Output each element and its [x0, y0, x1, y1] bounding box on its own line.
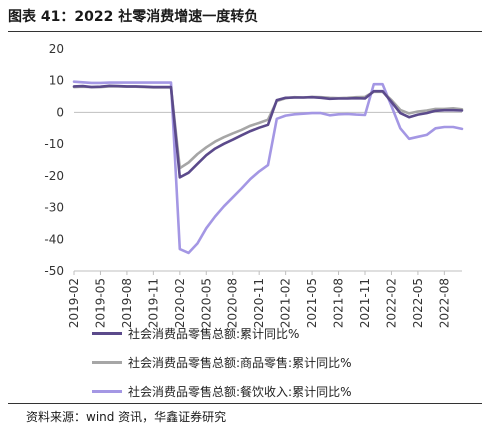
source-note: 资料来源：wind 资讯，华鑫证券研究 [26, 410, 227, 424]
x-tick-label: 2019-02 [67, 278, 81, 328]
chart-title: 图表 41：2022 社零消费增速一度转负 [8, 9, 259, 25]
legend-item-total: 社会消费品零售总额:累计同比% [92, 325, 299, 342]
x-tick-label: 2019-11 [146, 278, 160, 328]
x-tick-label: 2021-02 [279, 278, 293, 328]
legend-label-catering: 社会消费品零售总额:餐饮收入:累计同比% [128, 385, 352, 399]
x-tick-label: 2020-11 [252, 278, 266, 328]
series-line-1 [72, 85, 464, 170]
x-tick-label: 2021-08 [332, 278, 346, 328]
x-tick-label: 2021-05 [305, 278, 319, 328]
title-rule [8, 31, 482, 32]
legend-swatch-catering [92, 390, 122, 393]
x-tick-label: 2019-08 [120, 278, 134, 328]
x-tick-label: 2019-05 [93, 278, 107, 328]
y-tick-label: 20 [49, 42, 64, 56]
legend-item-catering: 社会消费品零售总额:餐饮收入:累计同比% [92, 383, 352, 400]
series-line-0 [72, 84, 464, 179]
x-tick-label: 2021-11 [358, 278, 372, 328]
y-tick-label: 0 [56, 105, 64, 119]
source-rule [8, 403, 482, 404]
x-tick-label: 2020-02 [173, 278, 187, 328]
x-tick-label: 2022-05 [411, 278, 425, 328]
legend-swatch-total [92, 332, 122, 335]
y-tick-label: -40 [44, 232, 64, 246]
legend-item-goods: 社会消费品零售总额:商品零售:累计同比% [92, 354, 352, 371]
y-tick-label: 10 [49, 74, 64, 88]
legend-label-goods: 社会消费品零售总额:商品零售:累计同比% [128, 356, 352, 370]
y-tick-label: -10 [44, 137, 64, 151]
x-tick-label: 2020-05 [199, 278, 213, 328]
x-tick-label: 2020-08 [226, 278, 240, 328]
series-line-2 [72, 80, 464, 255]
y-tick-label: -20 [44, 169, 64, 183]
y-tick-label: -30 [44, 201, 64, 215]
y-tick-label: -50 [44, 264, 64, 278]
legend-label-total: 社会消费品零售总额:累计同比% [128, 327, 300, 341]
x-tick-label: 2022-08 [437, 278, 451, 328]
x-tick-label: 2022-02 [384, 278, 398, 328]
legend-swatch-goods [92, 361, 122, 364]
